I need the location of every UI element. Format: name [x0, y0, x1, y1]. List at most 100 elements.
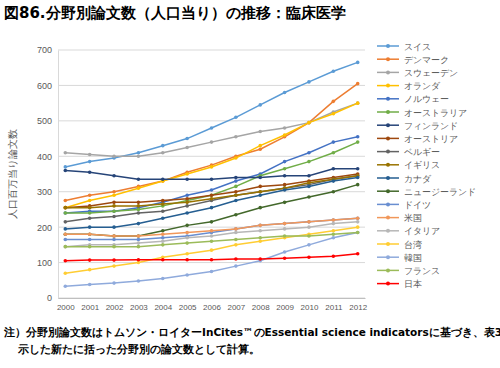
- point: [88, 245, 92, 249]
- point: [137, 154, 141, 158]
- legend-label: ベルギー: [404, 147, 440, 157]
- y-tick: 100: [37, 258, 58, 268]
- point: [307, 220, 311, 224]
- legend-marker: [386, 123, 390, 127]
- point: [332, 232, 336, 236]
- grid: [58, 50, 365, 298]
- legend-item: 台湾: [377, 240, 422, 250]
- point: [307, 160, 311, 164]
- point: [64, 232, 68, 236]
- legend-label: カナダ: [404, 174, 432, 184]
- point: [234, 190, 238, 194]
- point: [161, 178, 165, 182]
- point: [332, 222, 336, 226]
- point: [210, 188, 214, 192]
- point: [332, 179, 336, 183]
- point: [210, 248, 214, 252]
- point: [112, 234, 116, 238]
- point: [283, 174, 287, 178]
- point: [283, 257, 287, 261]
- point: [185, 193, 189, 197]
- point: [210, 206, 214, 210]
- point: [234, 257, 238, 261]
- x-tick: 2003: [130, 298, 148, 312]
- point: [112, 209, 116, 213]
- point: [356, 216, 360, 220]
- point: [332, 151, 336, 155]
- point: [161, 229, 165, 233]
- legend-marker: [386, 97, 390, 101]
- point: [64, 169, 68, 173]
- series-line: [65, 137, 357, 213]
- point: [161, 199, 165, 203]
- point: [210, 193, 214, 197]
- point: [356, 82, 360, 86]
- point: [185, 178, 189, 182]
- point: [307, 151, 311, 155]
- legend-label: ノルウェー: [404, 94, 449, 104]
- y-axis-line: [58, 51, 59, 299]
- point: [210, 220, 214, 224]
- point: [112, 225, 116, 229]
- legend-item: デンマーク: [377, 55, 449, 65]
- x-tick-label: 2010: [301, 303, 319, 312]
- series: [64, 135, 360, 215]
- point: [210, 126, 214, 130]
- point: [88, 225, 92, 229]
- point: [185, 197, 189, 201]
- point: [64, 206, 68, 210]
- series-line: [65, 254, 357, 261]
- legend-label: フランス: [404, 266, 440, 276]
- point: [88, 232, 92, 236]
- y-tick-label: 100: [37, 258, 52, 268]
- point: [258, 130, 262, 134]
- point: [185, 258, 189, 262]
- x-tick-label: 2011: [325, 303, 343, 312]
- legend-marker: [386, 70, 390, 74]
- x-tick: 2011: [325, 298, 343, 312]
- x-tick: 2000: [57, 298, 75, 312]
- legend-label: ニュージーランド: [404, 187, 476, 197]
- point: [137, 234, 141, 238]
- title: 図86.分野別論文数（人口当り）の推移：臨床医学: [4, 4, 346, 22]
- legend-item: イギリス: [377, 160, 440, 170]
- point: [185, 211, 189, 215]
- point: [161, 232, 165, 236]
- series-group: [64, 61, 360, 289]
- series: [64, 101, 360, 209]
- series-line: [65, 176, 357, 222]
- x-tick: 2002: [106, 298, 124, 312]
- point: [137, 211, 141, 215]
- point: [88, 199, 92, 203]
- legend-marker: [386, 282, 390, 286]
- x-tick-label: 2012: [349, 303, 367, 312]
- point: [161, 240, 165, 244]
- point: [185, 137, 189, 141]
- point: [185, 204, 189, 208]
- legend-label: オーストリア: [404, 134, 458, 144]
- y-tick-label: 400: [37, 152, 52, 162]
- point: [161, 151, 165, 155]
- point: [64, 232, 68, 236]
- point: [258, 103, 262, 107]
- point: [258, 193, 262, 197]
- legend-label: 韓国: [404, 253, 422, 263]
- point: [234, 179, 238, 183]
- y-axis-title: 人口百万当り論文数: [7, 129, 18, 219]
- x-tick-label: 2005: [179, 303, 197, 312]
- point: [210, 140, 214, 144]
- point: [356, 252, 360, 256]
- point: [64, 151, 68, 155]
- point: [283, 222, 287, 226]
- point: [64, 206, 68, 210]
- legend-item: オランダ: [377, 81, 441, 91]
- y-tick-label: 300: [37, 187, 52, 197]
- point: [161, 258, 165, 262]
- series: [64, 231, 360, 288]
- legend-marker: [386, 202, 390, 206]
- y-tick: 300: [37, 187, 58, 197]
- point: [258, 147, 262, 151]
- legend-item: 米国: [377, 213, 422, 223]
- point: [64, 245, 68, 249]
- point: [112, 238, 116, 242]
